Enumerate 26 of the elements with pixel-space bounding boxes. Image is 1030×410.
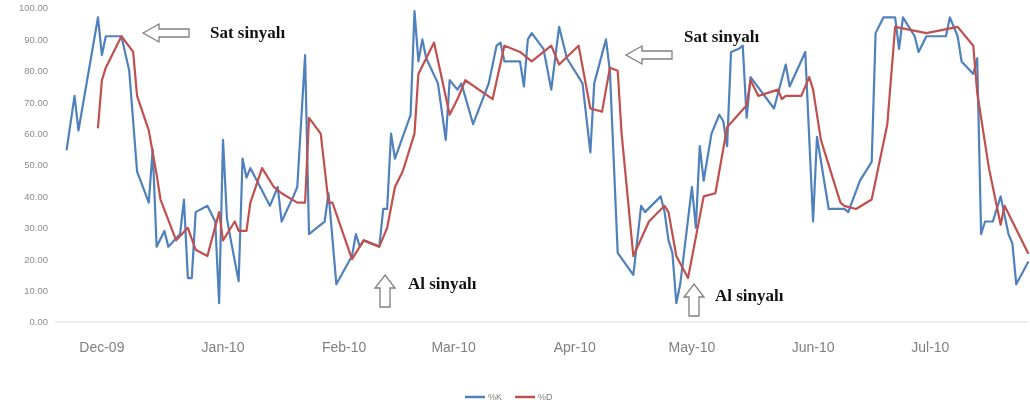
y-tick-label: 20.00	[24, 253, 48, 265]
x-tick-label: Dec-09	[79, 339, 125, 355]
y-tick-label: 100.00	[18, 2, 48, 14]
annotation: Sat sinyalı	[684, 27, 760, 46]
y-tick-label: 60.00	[24, 127, 48, 139]
annotation: Al sinyalı	[715, 286, 784, 305]
y-tick-label: 40.00	[24, 190, 48, 202]
x-tick-label: Jun-10	[791, 339, 835, 355]
y-tick-label: 90.00	[24, 33, 48, 45]
x-tick-label: Jan-10	[201, 339, 245, 355]
annotation: Al sinyalı	[408, 274, 477, 293]
x-tick-label: May-10	[668, 339, 716, 355]
y-tick-label: 10.00	[24, 284, 48, 296]
legend-label: %K	[488, 392, 503, 402]
y-tick-label: 30.00	[24, 222, 48, 234]
y-tick-label: 50.00	[24, 159, 48, 171]
legend-label: %D	[538, 392, 553, 402]
x-tick-label: Mar-10	[431, 339, 476, 355]
annotation: Sat sinyalı	[210, 23, 286, 42]
x-tick-label: Feb-10	[321, 339, 367, 355]
y-tick-label: 70.00	[24, 96, 48, 108]
line-series	[65, 10, 1030, 305]
x-tick-label: Apr-10	[553, 339, 596, 355]
x-tick-label: Jul-10	[911, 339, 950, 355]
y-tick-label: 80.00	[24, 65, 48, 77]
y-tick-label: 0.00	[29, 316, 48, 328]
